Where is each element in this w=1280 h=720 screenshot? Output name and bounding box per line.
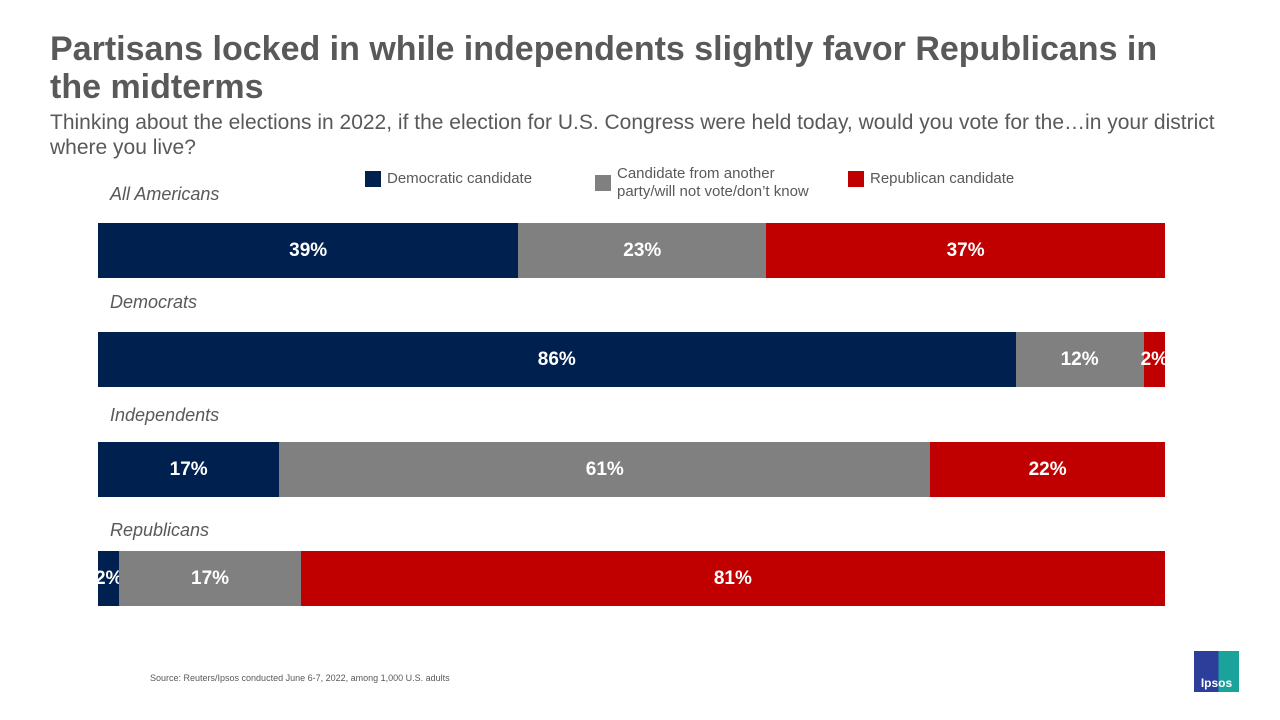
bar-segment: 81% (300, 551, 1165, 606)
category-label: Independents (110, 405, 220, 425)
data-label: 22% (1028, 458, 1067, 480)
bar-segment: 22% (930, 442, 1165, 497)
legend-swatch (365, 171, 381, 187)
data-label: 37% (946, 239, 985, 261)
chart-title: Partisans locked in while independents s… (50, 30, 1158, 106)
category-label: All Americans (110, 184, 220, 204)
bar-segment: 23% (518, 223, 767, 278)
bar-segment: 2% (94, 551, 123, 606)
data-label: 17% (191, 567, 230, 589)
bar-segment: 39% (98, 223, 519, 278)
legend-other: Candidate from another party/will not vo… (595, 165, 835, 201)
legend-label: Candidate from another party/will not vo… (617, 165, 809, 200)
legend-republican: Republican candidate (848, 170, 1014, 188)
category-label: Democrats (110, 292, 198, 312)
chart-subtitle: Thinking about the elections in 2022, if… (50, 111, 1215, 159)
bar-row: 2% 17% 81% (94, 551, 1165, 606)
bar-row: 86% 12% 2% (98, 332, 1169, 387)
data-label: 39% (289, 239, 328, 261)
bar-segment: 2% (1140, 332, 1169, 387)
legend-democratic: Democratic candidate (365, 170, 532, 188)
bar-row: 17% 61% 22% (98, 442, 1165, 497)
bar-segment: 61% (279, 442, 931, 497)
bar-segment: 17% (119, 551, 301, 606)
legend-swatch (848, 171, 864, 187)
data-label: 61% (585, 458, 624, 480)
legend-label: Republican candidate (870, 170, 1015, 187)
data-label: 17% (169, 458, 208, 480)
data-label: 2% (1140, 348, 1169, 370)
bar-segment: 12% (1015, 332, 1144, 387)
bar-row: 39% 23% 37% (98, 223, 1165, 278)
data-label: 23% (623, 239, 662, 261)
source-note: Source: Reuters/Ipsos conducted June 6-7… (150, 673, 450, 683)
ipsos-logo: Ipsos (1194, 651, 1239, 692)
legend-label: Democratic candidate (387, 170, 533, 187)
legend-swatch (595, 175, 611, 191)
bar-segment: 17% (98, 442, 280, 497)
data-label: 2% (94, 567, 123, 589)
bar-segment: 86% (98, 332, 1016, 387)
category-label: Republicans (110, 520, 210, 540)
data-label: 81% (713, 567, 752, 589)
data-label: 86% (537, 348, 576, 370)
bar-segment: 37% (766, 223, 1165, 278)
data-label: 12% (1060, 348, 1099, 370)
